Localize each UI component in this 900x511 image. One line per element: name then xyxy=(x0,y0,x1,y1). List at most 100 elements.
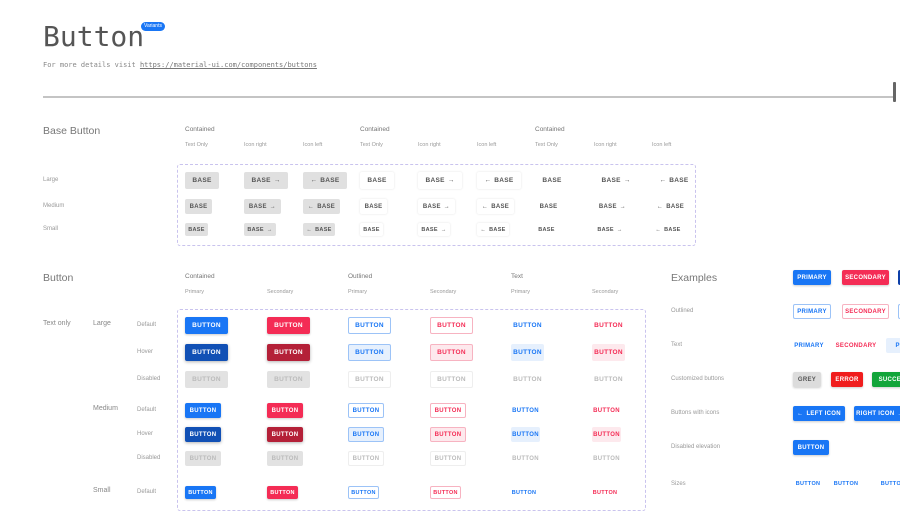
button-default[interactable]: BUTTON xyxy=(430,317,473,334)
base-button[interactable]: ← BASE xyxy=(652,223,684,236)
button-disabled[interactable]: BUTTON xyxy=(511,451,540,466)
base-button[interactable]: BASE xyxy=(185,172,219,189)
button-default[interactable]: BUTTON xyxy=(267,486,298,499)
button-label: GREY xyxy=(797,376,817,383)
button-default[interactable]: BUTTON xyxy=(185,486,216,499)
base-button[interactable]: BASE → xyxy=(244,172,288,189)
button-default[interactable]: BUTTON xyxy=(348,486,379,499)
example-button[interactable]: PRI xyxy=(886,338,900,353)
button-label: BUTTON xyxy=(594,322,623,329)
button-hover[interactable]: BUTTON xyxy=(511,344,544,361)
button-disabled[interactable]: BUTTON xyxy=(430,451,466,466)
example-button[interactable] xyxy=(898,304,900,319)
button-disabled[interactable]: BUTTON xyxy=(430,371,473,388)
button-default[interactable]: BUTTON xyxy=(267,317,310,334)
example-button[interactable]: ← LEFT ICON xyxy=(793,406,845,421)
base-button[interactable]: BASE → xyxy=(418,199,455,214)
example-button[interactable]: PRIMARY xyxy=(793,338,825,353)
button-hover[interactable]: BUTTON xyxy=(267,344,310,361)
button-default[interactable]: BUTTON xyxy=(511,486,537,499)
button-hover[interactable]: BUTTON xyxy=(592,344,625,361)
button-hover[interactable]: BUTTON xyxy=(348,427,384,442)
button-disabled[interactable]: BUTTON xyxy=(592,451,621,466)
arrow-left-icon: ← xyxy=(306,226,313,233)
base-button[interactable]: BASE → xyxy=(418,172,462,189)
button-disabled[interactable]: BUTTON xyxy=(348,451,384,466)
example-button[interactable]: PRIMARY xyxy=(793,304,831,319)
button-hover[interactable]: BUTTON xyxy=(185,344,228,361)
button-default[interactable]: BUTTON xyxy=(592,486,618,499)
example-button[interactable]: RIGHT ICON→ xyxy=(854,406,900,421)
button-hover[interactable]: BUTTON xyxy=(348,344,391,361)
button-disabled[interactable]: BUTTON xyxy=(592,371,625,388)
button-default[interactable]: BUTTON xyxy=(430,403,466,418)
button-hover[interactable]: BUTTON xyxy=(267,427,303,442)
base-button[interactable]: ← BASE xyxy=(477,199,514,214)
base-button[interactable]: BASE → xyxy=(244,199,281,214)
button-hover[interactable]: BUTTON xyxy=(511,427,540,442)
button-label: BUTTON xyxy=(880,480,900,487)
button-default[interactable]: BUTTON xyxy=(511,317,544,334)
scrollbar-thumb[interactable] xyxy=(893,82,896,102)
base-button[interactable]: ← BASE xyxy=(303,223,335,236)
button-default[interactable]: BUTTON xyxy=(185,403,221,418)
button-default[interactable]: BUTTON xyxy=(348,403,384,418)
button-disabled[interactable]: BUTTON xyxy=(185,371,228,388)
base-button[interactable]: BASE xyxy=(535,199,562,214)
button-hover[interactable]: BUTTON xyxy=(185,427,221,442)
example-button[interactable]: SUCCES xyxy=(872,372,900,387)
button-label: BUTTON xyxy=(271,407,299,414)
state-label: Disabled xyxy=(137,454,161,461)
base-button[interactable]: BASE xyxy=(535,223,558,236)
button-hover[interactable]: BUTTON xyxy=(592,427,621,442)
base-button[interactable]: ← BASE xyxy=(303,199,340,214)
base-button[interactable]: BASE → xyxy=(594,199,631,214)
base-button[interactable]: ← BASE xyxy=(652,199,689,214)
base-button[interactable]: BASE xyxy=(185,199,212,214)
base-button[interactable]: BASE xyxy=(535,172,569,189)
arrow-right-icon: → xyxy=(447,177,455,184)
example-button[interactable]: BUTTON xyxy=(793,477,823,490)
button-disabled[interactable]: BUTTON xyxy=(267,451,303,466)
example-button[interactable]: BUTTON xyxy=(878,477,900,490)
button-default[interactable]: BUTTON xyxy=(511,403,540,418)
example-button[interactable] xyxy=(898,270,900,285)
button-default[interactable]: BUTTON xyxy=(185,317,228,334)
button-disabled[interactable]: BUTTON xyxy=(348,371,391,388)
example-button[interactable]: BUTTON xyxy=(831,477,861,490)
base-button[interactable]: ← BASE xyxy=(477,172,521,189)
button-hover[interactable]: BUTTON xyxy=(430,344,473,361)
base-button[interactable]: BASE → xyxy=(594,172,638,189)
button-hover[interactable]: BUTTON xyxy=(430,427,466,442)
base-button[interactable]: ← BASE xyxy=(652,172,696,189)
example-button[interactable]: SECONDARY xyxy=(842,270,889,285)
base-button[interactable]: ← BASE xyxy=(303,172,347,189)
button-default[interactable]: BUTTON xyxy=(267,403,303,418)
example-button[interactable]: ERROR xyxy=(831,372,863,387)
docs-link[interactable]: https://material-ui.com/components/butto… xyxy=(139,61,317,69)
button-label: BASE xyxy=(422,203,441,210)
example-button[interactable]: PRIMARY xyxy=(793,270,831,285)
button-label: BUTTON xyxy=(593,455,620,462)
base-button[interactable]: BASE xyxy=(360,223,383,236)
button-label: BASE xyxy=(542,177,562,184)
button-default[interactable]: BUTTON xyxy=(592,317,625,334)
button-label: BUTTON xyxy=(437,322,466,329)
base-button[interactable]: BASE → xyxy=(244,223,276,236)
base-button[interactable]: BASE xyxy=(185,223,208,236)
example-button[interactable]: BUTTON xyxy=(793,440,829,455)
example-button[interactable]: GREY xyxy=(793,372,821,387)
button-disabled[interactable]: BUTTON xyxy=(185,451,221,466)
example-button[interactable]: SECONDARY xyxy=(836,338,877,353)
button-disabled[interactable]: BUTTON xyxy=(267,371,310,388)
example-button[interactable]: SECONDARY xyxy=(842,304,889,319)
button-default[interactable]: BUTTON xyxy=(592,403,621,418)
base-button[interactable]: BASE xyxy=(360,172,394,189)
button-disabled[interactable]: BUTTON xyxy=(511,371,544,388)
button-default[interactable]: BUTTON xyxy=(430,486,461,499)
base-button[interactable]: ← BASE xyxy=(477,223,509,236)
base-button[interactable]: BASE xyxy=(360,199,387,214)
base-button[interactable]: BASE → xyxy=(418,223,450,236)
button-default[interactable]: BUTTON xyxy=(348,317,391,334)
base-button[interactable]: BASE → xyxy=(594,223,626,236)
